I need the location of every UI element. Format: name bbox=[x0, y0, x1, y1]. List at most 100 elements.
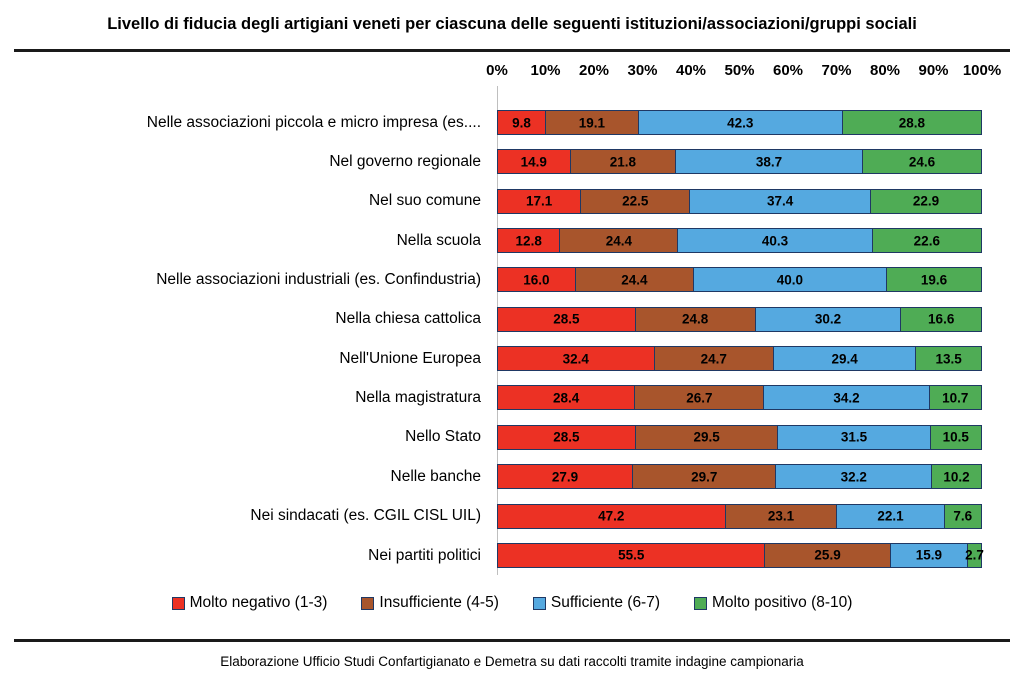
x-axis-tick: 100% bbox=[962, 62, 1002, 79]
bar-segment: 21.8 bbox=[570, 150, 677, 174]
value-label: 47.2 bbox=[598, 508, 625, 524]
value-label: 17.1 bbox=[525, 193, 553, 209]
value-label: 31.5 bbox=[840, 429, 868, 445]
legend-swatch-icon bbox=[532, 596, 546, 610]
stacked-bar: 16.0 24.4 40.0 19.6 bbox=[497, 267, 982, 293]
bar-segment: 29.7 bbox=[632, 465, 777, 489]
stacked-bar: 17.1 22.5 37.4 22.9 bbox=[497, 188, 982, 214]
bar-segment: 13.5 bbox=[916, 347, 981, 371]
legend-item: Insufficiente (4-5) bbox=[361, 594, 499, 612]
bar-segment: 47.2 bbox=[498, 504, 726, 528]
chart-row: Nella chiesa cattolica 28.5 24.8 30.2 16.6 bbox=[0, 300, 1024, 339]
category-label: Nella magistratura bbox=[355, 389, 481, 407]
value-label: 21.8 bbox=[609, 154, 636, 170]
legend-swatch-icon bbox=[171, 596, 185, 610]
title-divider bbox=[14, 49, 1010, 52]
legend-swatch-icon bbox=[361, 596, 375, 610]
stacked-bar: 14.9 21.8 38.7 24.6 bbox=[497, 149, 982, 175]
category-label: Nella chiesa cattolica bbox=[335, 310, 481, 328]
value-label: 9.8 bbox=[512, 115, 531, 130]
value-label: 10.7 bbox=[942, 390, 969, 406]
chart-row: Nell'Unione Europea 32.4 24.7 29.4 13.5 bbox=[0, 339, 1024, 378]
bar-segment: 10.5 bbox=[930, 425, 981, 449]
source-note: Elaborazione Ufficio Studi Confartigiana… bbox=[220, 654, 804, 669]
bar-segment: 55.5 bbox=[498, 543, 766, 567]
x-axis-tick: 20% bbox=[578, 62, 610, 79]
value-label: 7.6 bbox=[953, 508, 973, 524]
bar-segment: 19.6 bbox=[886, 268, 981, 292]
chart-row: Nello Stato 28.5 29.5 31.5 10.5 bbox=[0, 418, 1024, 457]
value-label: 25.9 bbox=[814, 547, 841, 563]
chart-row: Nella magistratura 28.4 26.7 34.2 10.7 bbox=[0, 378, 1024, 417]
x-axis-tick: 60% bbox=[772, 62, 804, 79]
value-label: 32.4 bbox=[562, 351, 589, 367]
value-label: 29.4 bbox=[831, 351, 858, 367]
stacked-bar: 28.5 24.8 30.2 16.6 bbox=[497, 306, 982, 332]
bar-segment: 16.6 bbox=[901, 307, 981, 331]
bar-segment: 24.6 bbox=[862, 150, 981, 174]
bar-segment: 19.1 bbox=[546, 111, 639, 134]
chart-row: Nelle banche 27.9 29.7 32.2 10.2 bbox=[0, 457, 1024, 496]
bar-segment: 9.8 bbox=[498, 111, 547, 134]
category-label: Nelle associazioni piccola e micro impre… bbox=[146, 113, 481, 131]
value-label: 28.8 bbox=[898, 115, 926, 130]
value-label: 40.3 bbox=[761, 233, 789, 249]
legend-item: Molto positivo (8-10) bbox=[694, 594, 852, 612]
value-label: 19.1 bbox=[578, 115, 606, 130]
chart-row: Nella scuola 12.8 24.4 40.3 22.6 bbox=[0, 221, 1024, 260]
value-label: 16.6 bbox=[928, 311, 955, 327]
value-label: 55.5 bbox=[618, 547, 645, 563]
bar-segment: 16.0 bbox=[498, 268, 576, 292]
x-axis-tick: 10% bbox=[530, 62, 561, 79]
value-label: 30.2 bbox=[814, 311, 842, 327]
bar-segment: 24.4 bbox=[575, 268, 694, 292]
value-label: 38.7 bbox=[755, 154, 783, 170]
value-label: 12.8 bbox=[515, 233, 542, 249]
value-label: 22.5 bbox=[622, 193, 649, 209]
bar-segment: 30.2 bbox=[755, 307, 902, 331]
value-label: 24.4 bbox=[621, 272, 648, 288]
value-label: 10.5 bbox=[942, 429, 969, 445]
bar-segment: 24.4 bbox=[560, 229, 679, 253]
category-label: Nel suo comune bbox=[368, 192, 481, 210]
bar-segment: 15.9 bbox=[890, 543, 969, 567]
value-label: 27.9 bbox=[551, 469, 579, 485]
bar-segment: 28.5 bbox=[498, 425, 636, 449]
x-axis-tick: 30% bbox=[627, 62, 658, 79]
bar-segment: 31.5 bbox=[778, 425, 931, 449]
chart-legend: Molto negativo (1-3) Insufficiente (4-5) S… bbox=[0, 594, 1024, 612]
category-label: Nella scuola bbox=[396, 231, 481, 249]
legend-label: Sufficiente (6-7) bbox=[550, 594, 661, 611]
value-label: 22.6 bbox=[913, 233, 940, 249]
stacked-bar: 9.8 19.1 42.3 28.8 bbox=[497, 110, 982, 135]
x-axis-tick: 90% bbox=[918, 62, 949, 79]
legend-label: Insufficiente (4-5) bbox=[379, 594, 499, 611]
value-label: 32.2 bbox=[840, 469, 867, 485]
stacked-bar: 47.2 23.1 22.1 7.6 bbox=[497, 503, 982, 529]
bar-segment: 12.8 bbox=[498, 229, 561, 253]
stacked-bar: 28.4 26.7 34.2 10.7 bbox=[497, 385, 982, 411]
stacked-bar: 55.5 25.9 15.9 2.7 bbox=[497, 542, 984, 568]
value-label: 26.7 bbox=[686, 390, 713, 406]
value-label: 37.4 bbox=[766, 193, 794, 209]
stacked-bar: 28.5 29.5 31.5 10.5 bbox=[497, 424, 982, 450]
value-label: 28.4 bbox=[553, 390, 580, 406]
bar-segment: 22.6 bbox=[872, 229, 981, 253]
value-label: 24.4 bbox=[605, 233, 633, 249]
value-label: 24.6 bbox=[908, 154, 936, 170]
bar-segment: 28.4 bbox=[498, 386, 636, 410]
bar-segment: 34.2 bbox=[764, 386, 930, 410]
bar-segment: 10.2 bbox=[932, 465, 981, 489]
bar-segment: 24.7 bbox=[654, 347, 775, 371]
bar-segment: 38.7 bbox=[676, 150, 863, 174]
bar-segment: 7.6 bbox=[944, 504, 981, 528]
x-axis-tick: 70% bbox=[821, 62, 852, 79]
chart-row: Nelle associazioni piccola e micro impre… bbox=[0, 103, 1024, 142]
x-axis-tick: 50% bbox=[724, 62, 755, 79]
category-label: Nei partiti politici bbox=[368, 546, 481, 564]
bar-segment: 25.9 bbox=[765, 543, 891, 567]
category-label: Nell'Unione Europea bbox=[339, 349, 481, 367]
value-label: 28.5 bbox=[553, 311, 580, 327]
bar-segment: 28.8 bbox=[842, 111, 982, 134]
